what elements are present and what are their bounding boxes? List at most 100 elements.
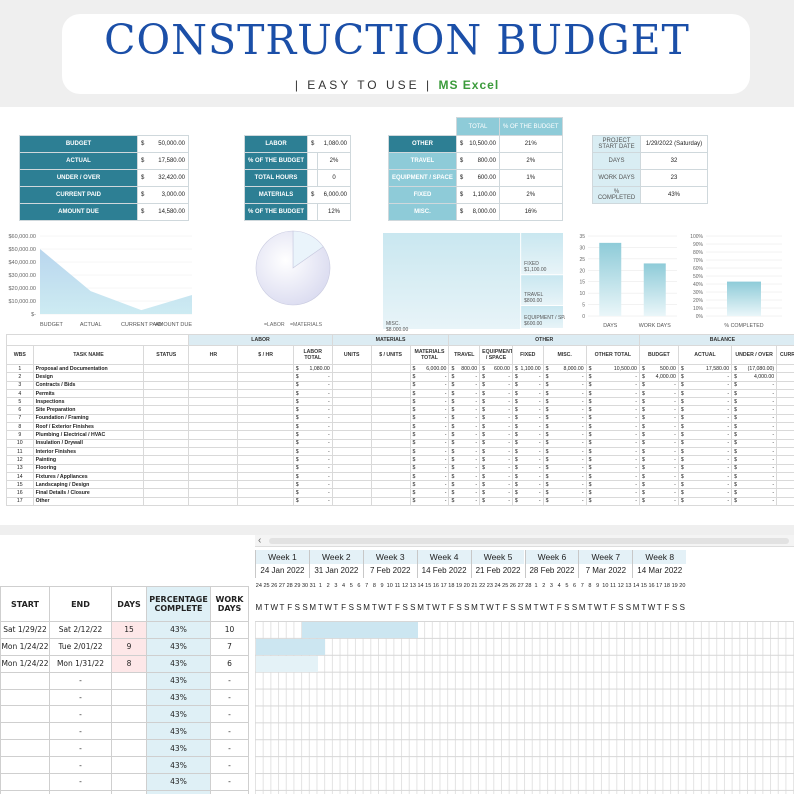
units-cell[interactable]: [331, 413, 372, 424]
travel-cell[interactable]: $ -: [448, 438, 481, 448]
percent-complete-cell[interactable]: 43%: [146, 688, 211, 707]
other-total-cell[interactable]: $ -: [585, 388, 640, 399]
currency-symbol[interactable]: [307, 152, 318, 170]
status-cell[interactable]: [143, 496, 190, 507]
task-name-cell[interactable]: Contracts / Bids: [32, 380, 145, 390]
fixed-cell[interactable]: $ -: [511, 380, 544, 390]
status-cell[interactable]: [143, 380, 190, 390]
rate-cell[interactable]: [237, 380, 294, 390]
equipment-cell[interactable]: $ -: [479, 413, 513, 424]
rate-cell[interactable]: [237, 480, 294, 490]
hr-cell[interactable]: [188, 422, 239, 432]
under-over-cell[interactable]: $ -: [731, 397, 778, 407]
box-value[interactable]: 1,100.00: [466, 186, 500, 204]
status-cell[interactable]: [143, 430, 190, 440]
misc-cell[interactable]: $ -: [542, 430, 587, 440]
unit-rate-cell[interactable]: [370, 438, 411, 448]
days-cell[interactable]: [111, 722, 147, 741]
start-date-cell[interactable]: [0, 789, 50, 794]
work-days-cell[interactable]: -: [210, 722, 249, 741]
column-header[interactable]: UNDER / OVER: [731, 345, 778, 365]
materials-total-cell[interactable]: $ -: [409, 471, 450, 482]
fixed-cell[interactable]: $ -: [511, 463, 544, 473]
fixed-cell[interactable]: $ -: [511, 496, 544, 507]
rate-cell[interactable]: [237, 446, 294, 457]
actual-cell[interactable]: $ -: [677, 422, 733, 432]
materials-total-cell[interactable]: $ -: [409, 422, 450, 432]
start-date-cell[interactable]: [0, 671, 50, 690]
wbs-cell[interactable]: 5: [6, 397, 34, 407]
misc-cell[interactable]: $ -: [542, 438, 587, 448]
box-value[interactable]: 43%: [640, 186, 708, 204]
unit-rate-cell[interactable]: [370, 430, 411, 440]
fixed-cell[interactable]: $ -: [511, 455, 544, 465]
budget-cell[interactable]: $ -: [638, 413, 679, 424]
travel-cell[interactable]: $ -: [448, 422, 481, 432]
units-cell[interactable]: [331, 438, 372, 448]
under-over-cell[interactable]: $ -: [731, 380, 778, 390]
start-date-cell[interactable]: [0, 739, 50, 758]
currency-symbol[interactable]: $: [455, 203, 467, 221]
task-name-cell[interactable]: Interior Finishes: [32, 446, 145, 457]
hr-cell[interactable]: [188, 380, 239, 390]
labor-total-cell[interactable]: $1,080.00: [292, 363, 333, 374]
other-total-cell[interactable]: $ -: [585, 430, 640, 440]
schedule-column-header[interactable]: END: [49, 586, 112, 622]
box-percent[interactable]: 2%: [498, 186, 563, 204]
column-header[interactable]: ACTUAL: [677, 345, 733, 365]
box-value[interactable]: 3,000.00: [147, 186, 189, 204]
task-name-cell[interactable]: Proposal and Documentation: [32, 363, 145, 374]
end-date-cell[interactable]: -: [49, 705, 112, 724]
column-header[interactable]: EQUIPMENT / SPACE: [479, 345, 513, 365]
column-header[interactable]: $ / HR: [237, 345, 294, 365]
budget-cell[interactable]: $ -: [638, 471, 679, 482]
equipment-cell[interactable]: $ -: [479, 372, 513, 382]
rate-cell[interactable]: [237, 388, 294, 399]
other-total-cell[interactable]: $ -: [585, 480, 640, 490]
task-name-cell[interactable]: Final Details / Closure: [32, 488, 145, 498]
wbs-cell[interactable]: 2: [6, 372, 34, 382]
status-cell[interactable]: [143, 480, 190, 490]
start-date-cell[interactable]: [0, 705, 50, 724]
box-percent[interactable]: 1%: [498, 169, 563, 187]
box-value[interactable]: 6,000.00: [317, 186, 351, 204]
task-name-cell[interactable]: Other: [32, 496, 145, 507]
task-name-cell[interactable]: Fixtures / Appliances: [32, 471, 145, 482]
rate-cell[interactable]: [237, 413, 294, 424]
current-paid-cell[interactable]: [776, 422, 794, 432]
budget-cell[interactable]: $ -: [638, 422, 679, 432]
currency-symbol[interactable]: $: [455, 152, 467, 170]
misc-cell[interactable]: $8,000.00: [542, 363, 587, 374]
status-cell[interactable]: [143, 413, 190, 424]
actual-cell[interactable]: $ -: [677, 397, 733, 407]
box-value[interactable]: 10,500.00: [466, 135, 500, 153]
misc-cell[interactable]: $ -: [542, 455, 587, 465]
box-value[interactable]: 800.00: [466, 152, 500, 170]
misc-cell[interactable]: $ -: [542, 380, 587, 390]
unit-rate-cell[interactable]: [370, 397, 411, 407]
rate-cell[interactable]: [237, 488, 294, 498]
work-days-cell[interactable]: -: [210, 688, 249, 707]
equipment-cell[interactable]: $ -: [479, 380, 513, 390]
travel-cell[interactable]: $ -: [448, 372, 481, 382]
start-date-cell[interactable]: Mon 1/24/22: [0, 637, 50, 656]
units-cell[interactable]: [331, 380, 372, 390]
actual-cell[interactable]: $ -: [677, 438, 733, 448]
under-over-cell[interactable]: $ -: [731, 438, 778, 448]
budget-cell[interactable]: $ -: [638, 388, 679, 399]
status-cell[interactable]: [143, 446, 190, 457]
materials-total-cell[interactable]: $ -: [409, 380, 450, 390]
labor-total-cell[interactable]: $ -: [292, 463, 333, 473]
fixed-cell[interactable]: $ -: [511, 488, 544, 498]
unit-rate-cell[interactable]: [370, 413, 411, 424]
percent-complete-cell[interactable]: 43%: [146, 756, 211, 775]
percent-complete-cell[interactable]: 43%: [146, 773, 211, 791]
percent-complete-cell[interactable]: 43%: [146, 621, 211, 639]
travel-cell[interactable]: $800.00: [448, 363, 481, 374]
fixed-cell[interactable]: $ -: [511, 388, 544, 399]
start-date-cell[interactable]: [0, 773, 50, 791]
percent-complete-cell[interactable]: 43%: [146, 789, 211, 794]
end-date-cell[interactable]: -: [49, 756, 112, 775]
currency-symbol[interactable]: $: [455, 135, 467, 153]
wbs-cell[interactable]: 1: [6, 363, 34, 374]
